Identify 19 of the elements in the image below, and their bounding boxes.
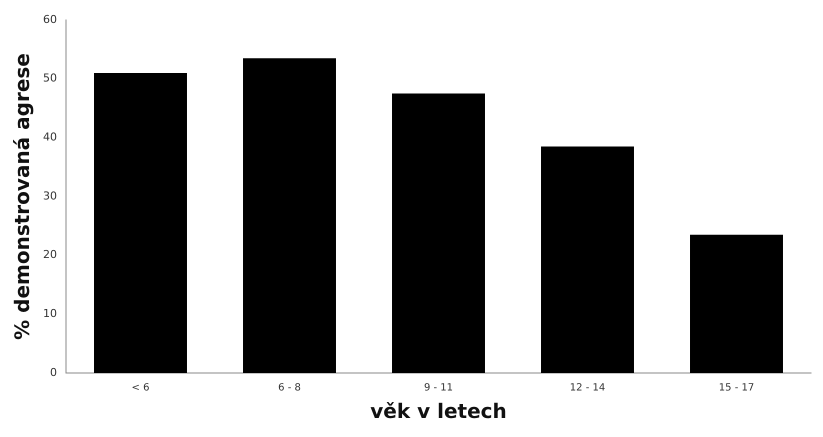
bar [392,94,485,373]
y-tick-label: 40 [42,130,57,144]
bar [94,72,187,373]
x-tick-label: 9 - 11 [424,382,454,394]
x-tick-label: 12 - 14 [570,382,606,394]
y-tick-label: 20 [42,248,57,262]
y-tick-label: 10 [42,307,57,320]
x-tick-label: < 6 [132,382,150,394]
y-tick-label: 50 [42,72,57,85]
y-tick-label: 0 [50,366,57,379]
y-axis-title: % demonstrovaná agrese [10,53,34,340]
bar [243,58,336,373]
bar [541,146,634,373]
x-tick-label: 6 - 8 [278,382,301,394]
y-tick-label: 30 [42,189,57,202]
bar [690,234,783,373]
x-tick-label: 15 - 17 [718,382,754,394]
y-tick-label: 60 [42,12,57,26]
x-axis-title: věk v letech [370,399,507,424]
